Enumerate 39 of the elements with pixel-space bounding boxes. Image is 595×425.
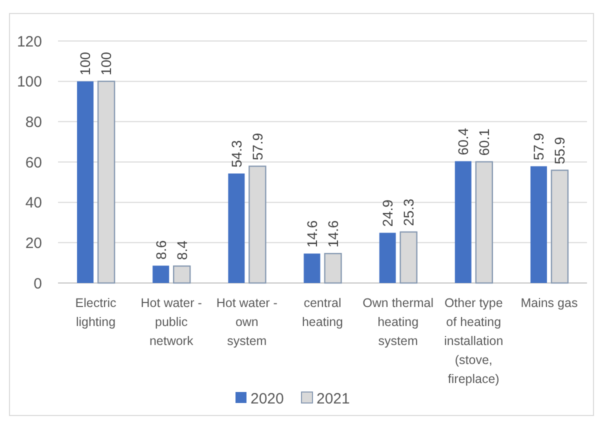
data-label: 54.3 <box>228 140 244 168</box>
data-label: 100 <box>98 52 114 76</box>
bar <box>379 232 396 283</box>
bar <box>530 166 547 283</box>
x-tick-label: Hot water - own system <box>216 296 278 348</box>
legend-label: 2020 <box>250 390 284 408</box>
data-label: 57.9 <box>530 132 547 160</box>
bar <box>454 161 472 283</box>
x-tick-label: Other type of heating installation (stove, fireplace) <box>444 296 504 386</box>
data-label: 100 <box>77 52 94 76</box>
data-label: 8.6 <box>152 240 169 260</box>
y-tick-label: 0 <box>34 275 42 292</box>
bar <box>77 81 94 283</box>
bar <box>173 265 191 284</box>
data-label: 14.6 <box>304 220 320 248</box>
x-tick-label: Hot water - public network <box>140 296 202 348</box>
y-tick-label: 80 <box>25 114 42 131</box>
bar <box>324 252 342 284</box>
data-label: 57.9 <box>249 132 266 160</box>
y-tick-label: 60 <box>25 154 42 172</box>
y-tick-label: 40 <box>25 194 42 212</box>
bar <box>228 173 245 283</box>
y-tick-label: 120 <box>16 33 42 50</box>
data-label: 24.9 <box>379 199 396 227</box>
x-tick-label: Electric lighting <box>75 296 116 329</box>
data-label: 55.9 <box>552 136 568 164</box>
data-label: 60.1 <box>476 128 492 156</box>
x-tick-label: Mains gas <box>520 296 578 310</box>
bar <box>304 254 320 283</box>
legend-label: 2021 <box>316 390 350 408</box>
data-label: 8.4 <box>174 240 190 260</box>
y-tick-label: 100 <box>16 74 42 91</box>
bar <box>152 266 170 283</box>
x-tick-label: Own thermal heating system <box>362 296 434 348</box>
x-tick-label: central heating <box>302 296 344 329</box>
data-label: 14.6 <box>324 220 341 248</box>
data-label: 60.4 <box>455 128 472 156</box>
data-label: 25.3 <box>400 198 416 226</box>
y-tick-label: 20 <box>25 234 42 252</box>
